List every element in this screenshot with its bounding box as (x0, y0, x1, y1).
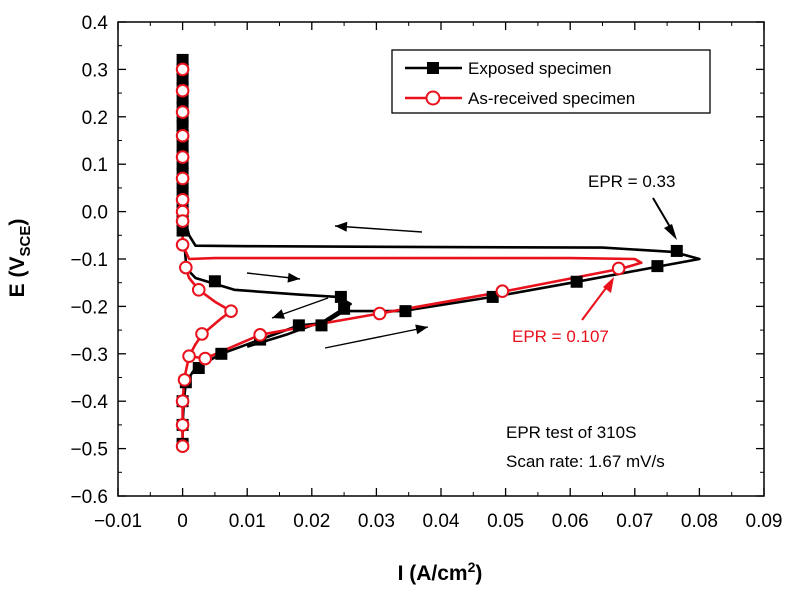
series-line-exposed (181, 59, 701, 449)
x-tick-label: 0.03 (358, 511, 395, 532)
data-point-exposed (315, 319, 328, 332)
data-point-as-received (175, 394, 190, 409)
data-point-as-received (175, 128, 190, 143)
y-tick-label: −0.3 (70, 345, 108, 366)
direction-arrow-line (334, 225, 423, 233)
x-axis-label-close: ) (475, 562, 482, 585)
direction-arrow-line (324, 326, 429, 349)
y-axis-label-sub: SCE (17, 226, 34, 257)
x-axis-label: I (A/cm2) (398, 559, 483, 585)
legend-box (391, 49, 711, 114)
y-tick-label: 0.4 (82, 13, 109, 34)
x-tick-label: 0.06 (552, 511, 589, 532)
data-point-as-received (179, 260, 193, 275)
data-point-as-received (175, 192, 190, 207)
y-axis-label-main: E (V (6, 257, 29, 298)
data-point-exposed (176, 120, 189, 133)
y-tick-label: −0.2 (70, 297, 108, 318)
direction-arrowhead (415, 324, 428, 335)
x-tick-label: 0.08 (681, 511, 718, 532)
annotation-test-name: EPR test of 310S (506, 423, 636, 442)
x-tick-label: 0.01 (229, 511, 266, 532)
x-tick-label: −0.01 (94, 511, 142, 532)
data-point-exposed (338, 302, 351, 315)
data-point-as-received (175, 171, 190, 186)
data-point-exposed (176, 224, 189, 237)
data-point-exposed (570, 275, 583, 288)
y-tick-label: 0.2 (82, 108, 108, 129)
data-point-as-received (198, 351, 213, 366)
data-point-exposed (192, 362, 205, 375)
series-line-as-received (181, 69, 643, 447)
direction-arrowhead (335, 221, 348, 232)
data-point-as-received (191, 283, 206, 297)
data-point-as-received (175, 105, 190, 119)
data-point-as-received (175, 214, 190, 228)
x-tick-label: 0.07 (616, 511, 653, 532)
x-tick-label: 0.02 (293, 511, 330, 532)
series-lines (181, 59, 701, 449)
data-point-as-received (611, 261, 626, 276)
data-point-exposed (176, 53, 189, 66)
data-point-exposed (670, 244, 683, 257)
y-axis-label: E (VSCE) (6, 219, 34, 298)
y-tick-label: −0.5 (70, 440, 108, 461)
data-point-as-received (177, 373, 192, 387)
legend-marker-exposed (427, 62, 439, 74)
scan-direction-arrows (246, 221, 429, 349)
annotation-arrow-as-received (581, 283, 610, 321)
y-tick-label: 0.1 (82, 155, 108, 176)
y-tick-label: 0.0 (82, 203, 108, 224)
series-markers (175, 53, 683, 454)
data-point-exposed (486, 290, 499, 303)
x-tick-label: 0.05 (487, 511, 524, 532)
data-point-as-received (175, 418, 190, 432)
x-tick-label: 0.09 (746, 511, 783, 532)
data-point-as-received (182, 349, 196, 363)
data-point-as-received (372, 306, 387, 321)
legend-label-as-received: As-received specimen (468, 89, 635, 108)
data-point-as-received (175, 83, 190, 98)
y-tick-label: −0.4 (70, 392, 108, 413)
data-point-as-received (495, 284, 510, 299)
data-point-as-received (253, 328, 267, 342)
data-point-exposed (334, 290, 347, 303)
direction-arrowhead (287, 272, 300, 283)
data-point-exposed (176, 139, 189, 152)
data-point-exposed (399, 305, 412, 318)
y-tick-label: −0.1 (70, 250, 108, 271)
legend-marker-as-received (425, 90, 441, 106)
annotation-arrowhead-as-received (603, 277, 614, 293)
data-point-as-received (224, 304, 238, 318)
data-point-exposed (208, 275, 221, 288)
y-tick-label: −0.6 (70, 487, 108, 508)
annotation-arrowhead-exposed (664, 224, 677, 240)
data-point-as-received (175, 150, 190, 164)
data-point-exposed (651, 260, 664, 273)
direction-arrowhead (272, 309, 285, 319)
y-tick-label: 0.3 (82, 60, 108, 81)
data-point-as-received (195, 327, 209, 341)
annotation-epr-exposed: EPR = 0.33 (588, 172, 675, 191)
x-axis-label-main: I (A/cm (398, 562, 468, 585)
x-tick-label: 0 (177, 511, 188, 532)
data-point-as-received (175, 237, 190, 252)
y-axis-ticks: 0.4 0.3 0.2 0.1 0.0 −0.1 −0.2 −0.3 −0.4 −0.5 −0.6 (70, 13, 764, 508)
x-axis-ticks: −0.01 0 0.01 0.02 0.03 0.04 0.05 0.06 0.07 0.08 0.… (94, 22, 783, 532)
data-point-as-received (175, 62, 190, 77)
annotation-scan-rate: Scan rate: 1.67 mV/s (506, 452, 665, 471)
data-point-exposed (215, 347, 228, 360)
data-point-exposed (176, 72, 189, 85)
legend: Exposed specimen As-received specimen (391, 49, 711, 114)
data-point-exposed (292, 319, 305, 332)
x-axis-label-sup: 2 (468, 559, 476, 575)
x-tick-label: 0.04 (423, 511, 460, 532)
data-point-as-received (175, 439, 190, 454)
y-axis-label-close: ) (6, 219, 29, 226)
legend-label-exposed: Exposed specimen (468, 59, 612, 78)
annotation-epr-as-received: EPR = 0.107 (512, 327, 609, 346)
